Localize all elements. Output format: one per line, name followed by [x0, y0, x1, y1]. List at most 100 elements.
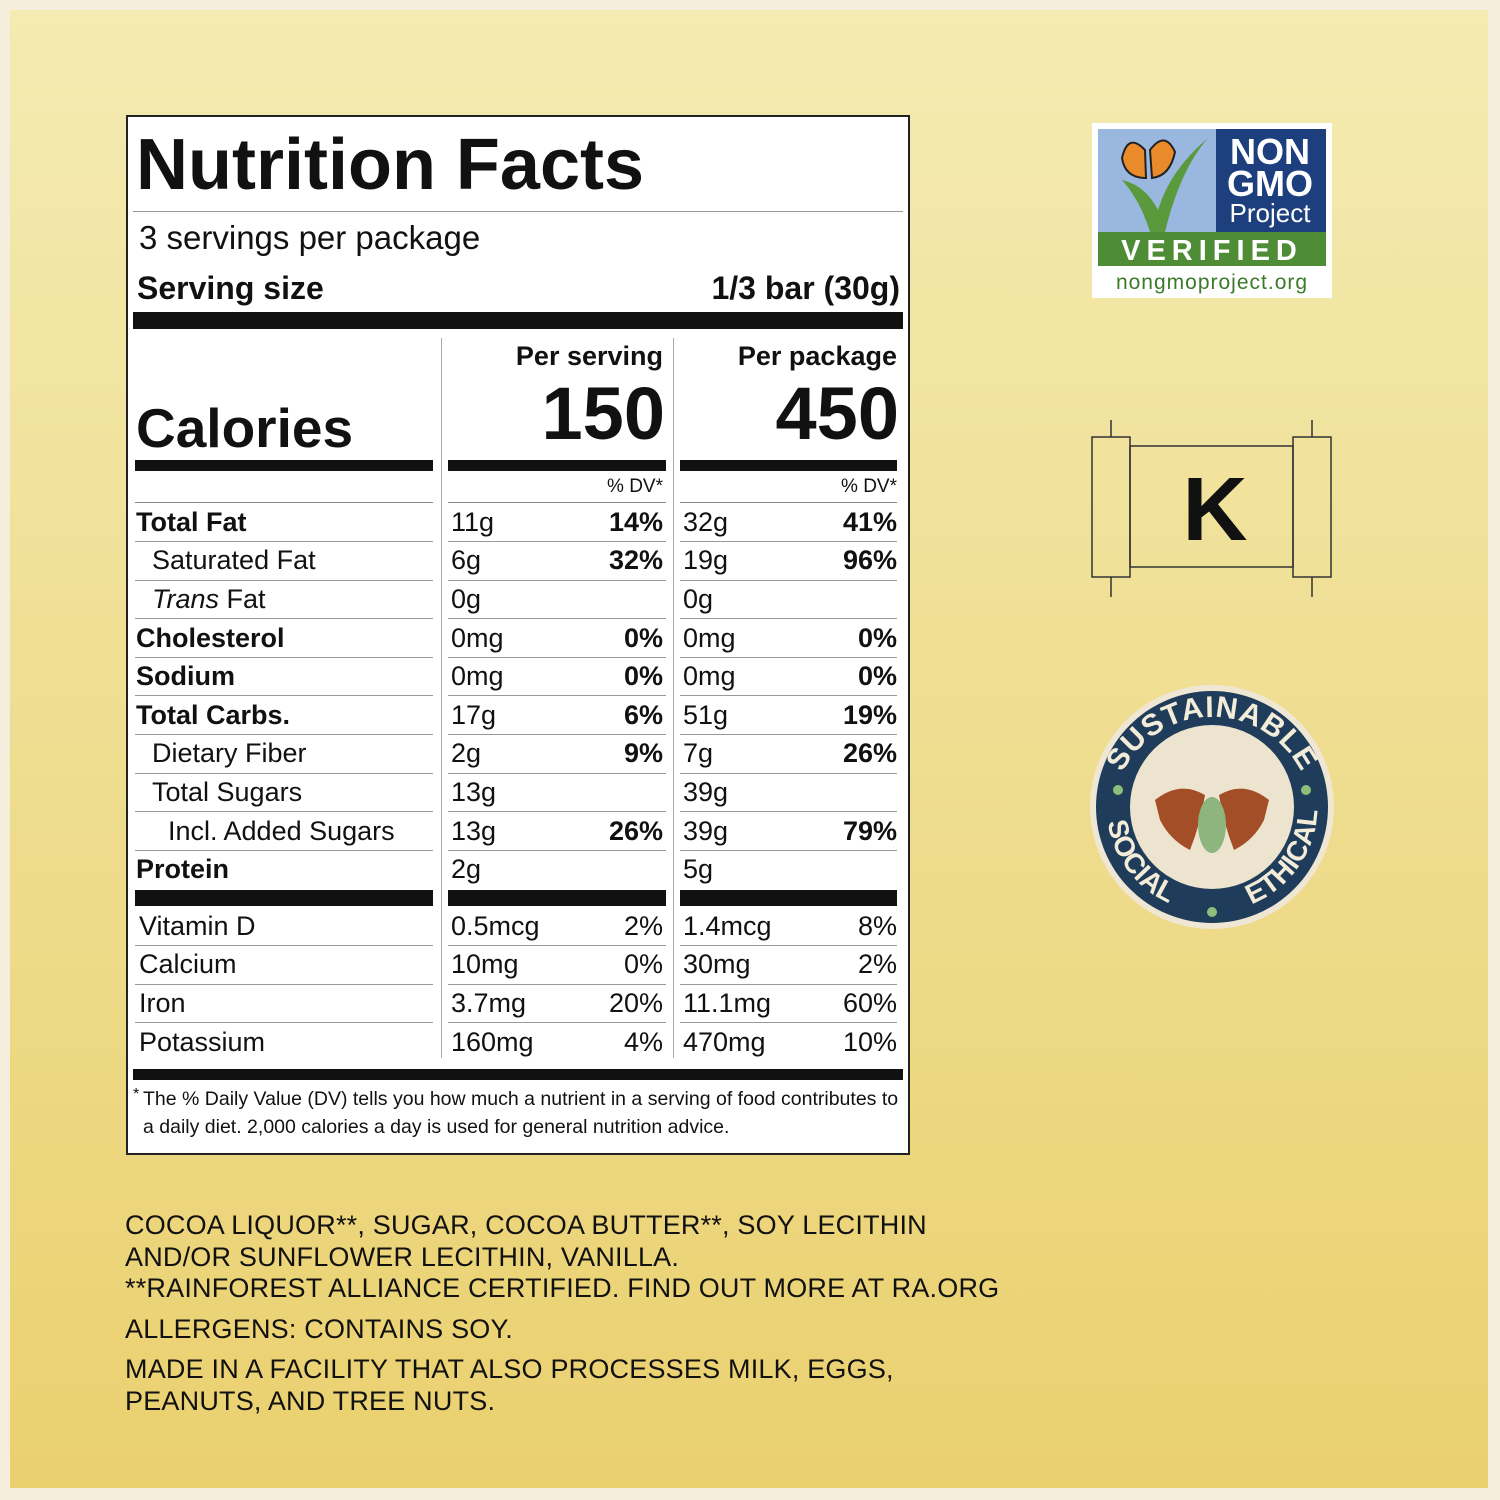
rule — [135, 772, 433, 774]
rule — [135, 983, 433, 985]
amount: 0mg — [451, 622, 504, 653]
nutrient-name: Total Carbs. — [136, 699, 291, 730]
rule — [448, 772, 666, 774]
column-divider — [441, 338, 442, 1058]
thick-rule — [448, 460, 666, 471]
column-header: Per serving — [515, 340, 663, 371]
facility-line: MADE IN A FACILITY THAT ALSO PROCESSES M… — [125, 1354, 894, 1384]
column-header: Per package — [737, 340, 897, 371]
rule — [448, 695, 666, 697]
thick-rule — [680, 890, 897, 906]
amount: 1.4mcg — [683, 910, 772, 941]
daily-value: 9% — [623, 738, 663, 769]
footnote-mark: * — [133, 1086, 140, 1103]
facility-line: PEANUTS, AND TREE NUTS. — [125, 1386, 496, 1416]
rule — [680, 579, 897, 581]
amount: 0.5mcg — [451, 910, 540, 941]
rule — [680, 734, 897, 735]
amount: 7g — [683, 738, 714, 769]
amount: 0g — [683, 584, 714, 614]
daily-value: 26% — [608, 815, 663, 846]
rule — [680, 541, 897, 542]
amount: 39g — [683, 815, 729, 846]
amount: 17g — [451, 699, 497, 730]
servings: 3 servings per package — [139, 219, 481, 256]
rule — [135, 945, 433, 946]
nutrient-name: Cholesterol — [136, 622, 285, 653]
allergens: ALLERGENS: CONTAINS SOY. — [125, 1314, 513, 1344]
rule — [135, 502, 433, 503]
daily-value: 4% — [623, 1026, 663, 1057]
thick-rule — [135, 890, 433, 906]
rule — [135, 1022, 433, 1024]
rule — [135, 734, 433, 735]
rule — [135, 541, 433, 542]
nutrient-name: Incl. Added Sugars — [168, 815, 395, 846]
rule — [448, 502, 666, 503]
rule — [680, 502, 897, 503]
rule — [680, 811, 897, 813]
rule — [448, 1022, 666, 1024]
rule — [680, 695, 897, 697]
rule — [448, 945, 666, 946]
non-gmo-text: Project — [1230, 198, 1312, 228]
amount: 32g — [683, 506, 729, 537]
column-divider — [673, 338, 674, 1058]
thick-rule — [135, 460, 433, 471]
rule — [680, 945, 897, 946]
rule — [135, 656, 433, 658]
rule — [448, 656, 666, 658]
daily-value: 0% — [623, 622, 663, 653]
daily-value: 2% — [857, 949, 897, 980]
amount: 19g — [683, 545, 729, 576]
amount: 0g — [451, 584, 482, 614]
nutrient-name: Saturated Fat — [152, 545, 316, 576]
amount: 13g — [451, 815, 497, 846]
non-gmo-url: nongmoproject.org — [1116, 271, 1308, 294]
calories-label: Calories — [136, 397, 354, 459]
footnote-text: The % Daily Value (DV) tells you how muc… — [143, 1088, 899, 1138]
verified: VERIFIED — [1121, 235, 1303, 267]
dv-header: % DV* — [607, 475, 663, 497]
rule — [680, 772, 897, 774]
nutrient-name-rest: Fat — [226, 584, 266, 614]
rule — [680, 1022, 897, 1024]
amount: 30mg — [683, 949, 751, 980]
rule — [135, 618, 433, 620]
thick-rule — [133, 1069, 903, 1080]
amount: 6g — [451, 545, 482, 576]
daily-value: 41% — [842, 506, 897, 537]
rule — [680, 849, 897, 851]
rule — [135, 695, 433, 697]
nutrient-name-prefix: Trans — [152, 584, 220, 614]
rule — [135, 811, 433, 813]
ingredients-line: **RAINFOREST ALLIANCE CERTIFIED. FIND OU… — [125, 1273, 1000, 1303]
rule — [448, 849, 666, 851]
nutrient-name: Vitamin D — [139, 910, 256, 941]
amount: 5g — [683, 854, 714, 885]
daily-value: 14% — [608, 506, 663, 537]
daily-value: 0% — [857, 622, 897, 653]
kosher-mark: K — [1183, 460, 1248, 560]
amount: 0mg — [451, 661, 504, 692]
amount: 0mg — [683, 622, 736, 653]
rule — [448, 541, 666, 542]
daily-value: 20% — [608, 988, 663, 1018]
nutrient-name: Total Sugars — [152, 777, 303, 807]
ingredients-line: COCOA LIQUOR**, SUGAR, COCOA BUTTER**, S… — [125, 1210, 927, 1240]
daily-value: 0% — [623, 661, 663, 692]
rule — [448, 811, 666, 813]
daily-value: 8% — [857, 910, 897, 941]
ingredients-line: AND/OR SUNFLOWER LECITHIN, VANILLA. — [125, 1242, 680, 1272]
amount: 11g — [451, 506, 495, 537]
footnote: * The % Daily Value (DV) tells you how mu… — [133, 1085, 903, 1141]
calories-value: 450 — [775, 371, 899, 455]
amount: 11.1mg — [683, 988, 772, 1018]
daily-value: 26% — [842, 738, 897, 769]
dv-header: % DV* — [841, 475, 897, 497]
nutrition-label — [126, 115, 910, 1155]
amount: 470mg — [683, 1026, 766, 1057]
daily-value: 79% — [842, 815, 897, 846]
thick-rule — [133, 312, 903, 329]
rule — [680, 983, 897, 985]
